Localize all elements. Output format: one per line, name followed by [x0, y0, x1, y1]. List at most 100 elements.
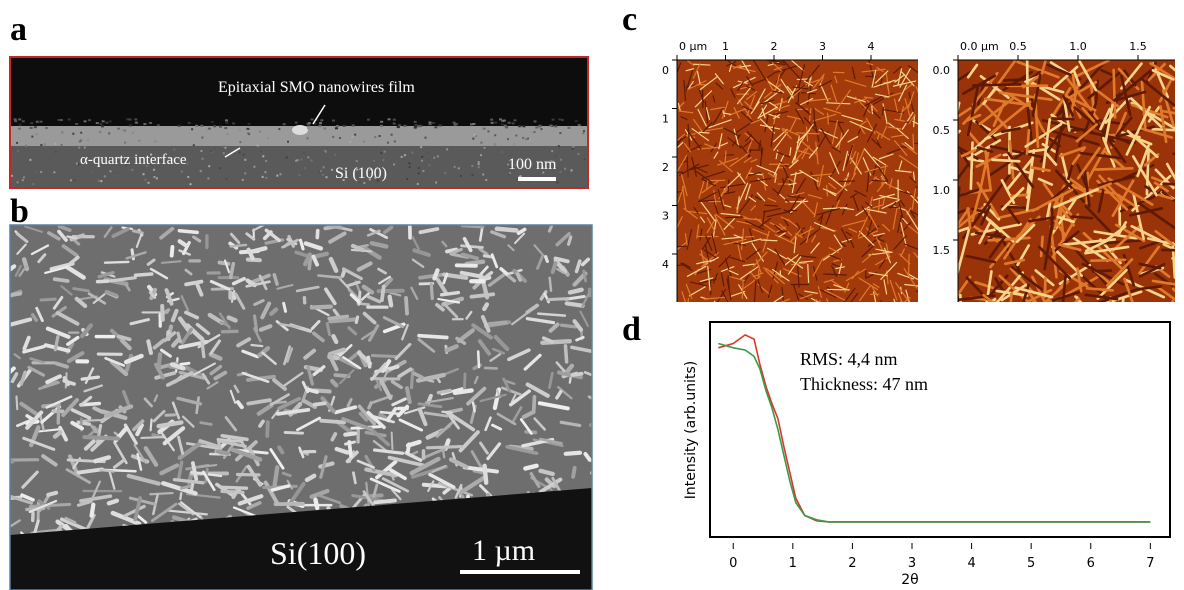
nanowire [583, 370, 592, 377]
nanowire [257, 345, 271, 358]
nanowire [108, 469, 116, 490]
nanowire [745, 220, 765, 231]
nanowire [505, 272, 517, 283]
grain [403, 154, 406, 157]
nanowire [283, 345, 291, 366]
nanowire [1045, 201, 1052, 221]
grain [100, 180, 103, 183]
nanowire [900, 248, 905, 257]
nanowire [460, 225, 485, 229]
nanowire [367, 324, 380, 342]
grain [334, 127, 338, 130]
nanowire [159, 463, 180, 476]
nanowire [736, 220, 753, 226]
nanowire [1160, 248, 1175, 252]
grain [415, 171, 418, 174]
nanowire [876, 181, 886, 192]
nanowire [245, 232, 256, 241]
nanowire [768, 81, 785, 94]
nanowire [575, 335, 585, 342]
nanowire [711, 233, 718, 254]
nanowire [1067, 161, 1075, 181]
nanowire [306, 365, 315, 386]
nanowire [563, 344, 569, 364]
nanowire [697, 146, 721, 150]
nanowire [694, 90, 713, 108]
nanowire [872, 156, 887, 166]
nanowire [813, 222, 835, 232]
grain [528, 138, 531, 141]
grain [134, 118, 138, 121]
nanowire [742, 105, 753, 112]
nanowire [103, 226, 113, 238]
nanowire [762, 207, 782, 213]
grain [16, 141, 19, 144]
nanowire [342, 356, 362, 370]
nanowire [1050, 117, 1075, 121]
grain [23, 176, 26, 179]
nanowire [989, 145, 1045, 159]
nanowire [830, 279, 843, 288]
nanowire [396, 404, 410, 418]
grain [550, 159, 553, 162]
nanowire [861, 95, 884, 108]
grain [503, 124, 507, 127]
nanowire [425, 445, 463, 450]
nanowire [177, 435, 185, 455]
nanowire [837, 121, 845, 136]
nanowire [1153, 181, 1169, 193]
nanowire [22, 335, 31, 351]
nanowire [732, 64, 742, 70]
x-tick-label: 1 [789, 556, 797, 571]
grain [80, 131, 83, 134]
nanowire [411, 258, 425, 268]
nanowire [548, 371, 554, 390]
nanowire [1107, 177, 1154, 206]
nanowire [184, 279, 204, 287]
grain [477, 161, 480, 164]
nanowire [1010, 265, 1043, 291]
nanowire [45, 395, 73, 409]
nanowire [281, 371, 304, 388]
scale-label: 100 nm [508, 156, 557, 173]
grain [210, 150, 213, 153]
x-tick-label: 1.5 [1129, 40, 1147, 53]
nanowire [859, 284, 872, 302]
nanowire [525, 316, 556, 325]
nanowire [437, 482, 474, 497]
nanowire [853, 152, 859, 176]
grain [428, 164, 431, 167]
grain [390, 133, 393, 136]
grain [426, 158, 429, 161]
nanowire [541, 336, 554, 344]
nanowire [786, 85, 794, 95]
nanowire [715, 82, 724, 90]
grain [222, 152, 225, 155]
nanowire [383, 277, 394, 288]
nanowire [889, 201, 897, 209]
nanowire [491, 423, 503, 431]
nanowire [746, 248, 761, 260]
nanowire [486, 442, 502, 461]
grain [83, 146, 86, 149]
nanowire [704, 100, 709, 124]
nanowire [27, 365, 46, 377]
grain [342, 124, 346, 127]
nanowire [697, 278, 717, 285]
nanowire [1111, 179, 1135, 218]
nanowire [397, 367, 413, 379]
grain [128, 118, 132, 121]
nanowire [516, 227, 527, 235]
nanowire [958, 227, 971, 276]
grain [54, 183, 57, 186]
annotation: Thickness: 47 nm [800, 374, 928, 394]
nanowire [917, 196, 918, 200]
nanowire [824, 289, 846, 301]
nanowire [449, 412, 476, 432]
nanowire [277, 396, 302, 411]
nanowire [876, 139, 882, 149]
grain [554, 125, 558, 128]
grain [338, 137, 341, 140]
grain [572, 145, 575, 148]
nanowire [1000, 127, 1021, 134]
